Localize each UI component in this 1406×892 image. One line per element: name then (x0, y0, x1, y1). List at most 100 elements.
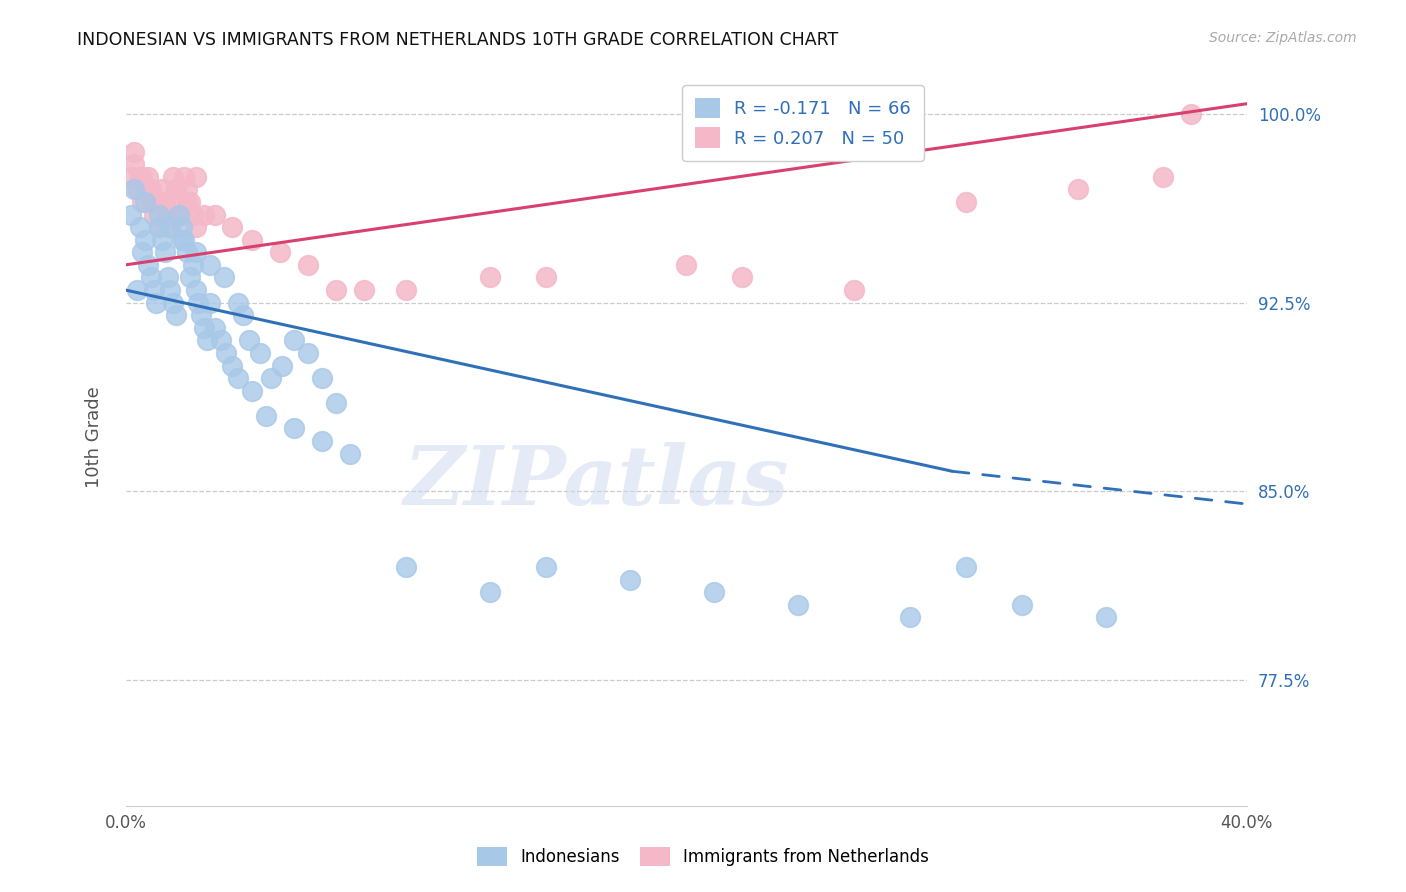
Point (165, 308, 187, 322)
Point (619, 573, 641, 587)
Point (150, 233, 173, 247)
Point (212, 270, 235, 285)
Point (339, 447, 361, 461)
Point (150, 182, 173, 196)
Point (955, 560, 977, 574)
Point (311, 434, 333, 448)
Point (156, 207, 179, 221)
Point (134, 194, 156, 209)
Point (173, 169, 195, 184)
Point (184, 245, 207, 260)
Point (226, 295, 249, 310)
Text: INDONESIAN VS IMMIGRANTS FROM NETHERLANDS 10TH GRADE CORRELATION CHART: INDONESIAN VS IMMIGRANTS FROM NETHERLAND… (77, 31, 838, 49)
Point (181, 258, 204, 272)
Point (165, 182, 187, 196)
Point (162, 295, 184, 310)
Point (193, 320, 215, 334)
Point (148, 207, 170, 221)
Point (170, 233, 193, 247)
Point (254, 409, 277, 423)
Point (325, 396, 347, 410)
Point (395, 560, 418, 574)
Point (173, 233, 195, 247)
Point (1152, 169, 1174, 184)
Point (159, 220, 181, 235)
Point (170, 220, 193, 235)
Point (131, 194, 153, 209)
Point (311, 371, 333, 385)
Point (156, 207, 179, 221)
Point (170, 207, 193, 221)
Point (269, 245, 291, 260)
Point (139, 194, 162, 209)
Point (221, 359, 243, 373)
Point (134, 233, 156, 247)
Point (181, 207, 204, 221)
Point (675, 258, 697, 272)
Point (198, 295, 221, 310)
Point (240, 384, 263, 398)
Point (142, 283, 165, 297)
Point (238, 334, 260, 348)
Text: Source: ZipAtlas.com: Source: ZipAtlas.com (1209, 31, 1357, 45)
Point (187, 295, 209, 310)
Point (204, 320, 226, 334)
Point (1067, 182, 1090, 196)
Point (120, 169, 142, 184)
Point (534, 270, 557, 285)
Point (190, 308, 212, 322)
Point (179, 270, 201, 285)
Legend: R = -0.171   N = 66, R = 0.207   N = 50: R = -0.171 N = 66, R = 0.207 N = 50 (682, 85, 924, 161)
Point (184, 283, 207, 297)
Point (395, 283, 418, 297)
Point (198, 258, 221, 272)
Point (136, 258, 159, 272)
Point (148, 220, 170, 235)
Point (534, 560, 557, 574)
Point (271, 359, 294, 373)
Point (176, 194, 198, 209)
Point (195, 334, 218, 348)
Point (1011, 598, 1033, 612)
Y-axis label: 10th Grade: 10th Grade (86, 386, 103, 488)
Point (283, 334, 305, 348)
Point (122, 157, 145, 171)
Point (1180, 107, 1202, 121)
Point (153, 194, 176, 209)
Point (159, 283, 181, 297)
Point (125, 283, 148, 297)
Point (297, 258, 319, 272)
Point (120, 207, 142, 221)
Point (142, 207, 165, 221)
Point (131, 245, 153, 260)
Point (165, 182, 187, 196)
Point (122, 145, 145, 159)
Point (131, 169, 153, 184)
Point (703, 585, 725, 599)
Point (731, 270, 754, 285)
Point (325, 283, 347, 297)
Point (179, 194, 201, 209)
Point (128, 220, 150, 235)
Point (145, 295, 167, 310)
Point (139, 270, 162, 285)
Point (159, 220, 181, 235)
Point (125, 182, 148, 196)
Point (184, 220, 207, 235)
Point (221, 220, 243, 235)
Point (128, 169, 150, 184)
Point (184, 169, 207, 184)
Point (209, 334, 232, 348)
Point (167, 194, 190, 209)
Point (193, 207, 215, 221)
Point (297, 346, 319, 360)
Point (232, 308, 254, 322)
Point (204, 207, 226, 221)
Point (167, 207, 190, 221)
Point (176, 245, 198, 260)
Point (162, 169, 184, 184)
Point (148, 194, 170, 209)
Point (249, 346, 271, 360)
Point (787, 598, 810, 612)
Point (215, 346, 238, 360)
